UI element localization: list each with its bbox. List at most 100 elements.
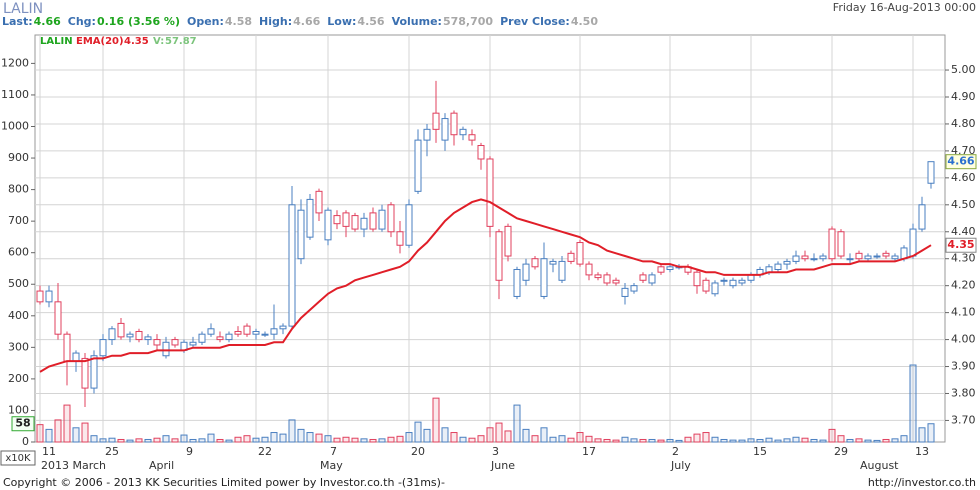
candle-body	[810, 258, 818, 261]
volume-bar	[774, 439, 782, 443]
candle-body	[216, 336, 224, 341]
candle-body	[801, 255, 809, 260]
candle-body	[702, 279, 710, 292]
volume-bar	[72, 427, 80, 443]
volume-bar	[414, 421, 422, 443]
volume-bar	[261, 436, 269, 443]
volume-unit: x10K	[5, 453, 31, 464]
volume-bar	[873, 439, 881, 443]
candle-body	[882, 252, 890, 257]
candle-body	[549, 260, 557, 265]
stat-value: 4.58	[224, 15, 253, 28]
volume-bar	[126, 439, 134, 443]
candle-body	[171, 339, 179, 346]
candle-body	[666, 266, 674, 270]
candle-body	[648, 274, 656, 284]
x-tick-label: 7	[330, 445, 337, 458]
ema-value-label: 4.35	[947, 238, 974, 251]
candle-body	[306, 198, 314, 238]
candle-body	[846, 258, 854, 261]
candle-body	[324, 209, 332, 241]
candle-body	[36, 290, 44, 303]
candle-body	[243, 325, 251, 335]
candle-body	[432, 112, 440, 130]
volume-bar	[693, 433, 701, 443]
candle-body	[144, 336, 152, 341]
volume-bar	[333, 437, 341, 443]
y2-tick-label: 600	[8, 246, 29, 259]
candle-body	[450, 112, 458, 136]
volume-bar	[828, 428, 836, 443]
candle-body	[738, 279, 746, 284]
y2-tick-label: 800	[8, 183, 29, 196]
volume-bar	[756, 438, 764, 443]
volume-bar	[324, 435, 332, 443]
volume-bar	[396, 435, 404, 443]
y-tick-label: 4.00	[951, 333, 976, 346]
footer-bar	[0, 474, 980, 490]
legend-ema: EMA(20)	[76, 36, 124, 47]
candle-body	[486, 158, 494, 227]
candle-body	[423, 128, 431, 141]
volume-bar	[315, 433, 323, 443]
candle-body	[711, 282, 719, 295]
stat: Open: 4.58	[187, 15, 252, 29]
volume-bar	[765, 437, 773, 443]
candle-body	[693, 271, 701, 287]
candle-body	[909, 228, 917, 257]
volume-bar	[423, 428, 431, 443]
volume-bar	[288, 419, 296, 443]
candle-body	[612, 279, 620, 284]
volume-bar	[549, 436, 557, 443]
candle-body	[234, 330, 242, 335]
candle-body	[351, 215, 359, 230]
footer-url: http://investor.co.th	[868, 476, 976, 489]
x-tick-label: 17	[582, 445, 596, 458]
volume-bar	[702, 432, 710, 443]
candle-body	[522, 263, 530, 281]
y2-tick-label: 400	[8, 309, 29, 322]
stat-label: Open:	[186, 15, 224, 28]
x-tick-label: 2	[672, 445, 679, 458]
volume-bar	[180, 434, 188, 443]
volume-bar	[621, 436, 629, 443]
volume-bar	[342, 436, 350, 443]
volume-bar	[522, 428, 530, 443]
stat: Prev Close: 4.50	[500, 15, 598, 29]
volume-bar	[720, 438, 728, 443]
volume-value-label: 58	[15, 417, 30, 430]
candle-body	[270, 328, 278, 335]
volume-bar	[486, 427, 494, 443]
volume-bar	[450, 432, 458, 443]
candle-body	[477, 145, 485, 160]
y-tick-label: 4.10	[951, 306, 976, 319]
candle-body	[81, 357, 89, 389]
candle-body	[792, 255, 800, 262]
candle-body	[585, 263, 593, 276]
volume-bar	[243, 435, 251, 443]
y-tick-label: 4.60	[951, 171, 976, 184]
stats-row: Last: 4.66 Chg: 0.16 (3.56 %) Open: 4.58 High:…	[2, 15, 598, 29]
volume-bar	[216, 438, 224, 443]
stat-value: 4.50	[570, 15, 598, 28]
volume-bar	[585, 435, 593, 443]
x-tick-label: 9	[186, 445, 193, 458]
candle-body	[288, 204, 296, 327]
y2-tick-label: 300	[8, 340, 29, 353]
volume-bar	[90, 435, 98, 443]
volume-bar	[612, 439, 620, 443]
stat: Chg: 0.16 (3.56 %)	[68, 15, 180, 29]
volume-bar	[729, 439, 737, 443]
candle-body	[441, 118, 449, 141]
last-price-box	[945, 154, 977, 170]
volume-bar	[810, 438, 818, 443]
candle-body	[225, 333, 233, 341]
candle-body	[63, 333, 71, 362]
legend-volume-value: 57.87	[165, 36, 197, 47]
candle-body	[819, 255, 827, 260]
candle-body	[252, 330, 260, 335]
volume-bar	[468, 437, 476, 443]
candle-body	[342, 212, 350, 227]
candle-body	[414, 139, 422, 192]
volume-bar	[135, 438, 143, 443]
